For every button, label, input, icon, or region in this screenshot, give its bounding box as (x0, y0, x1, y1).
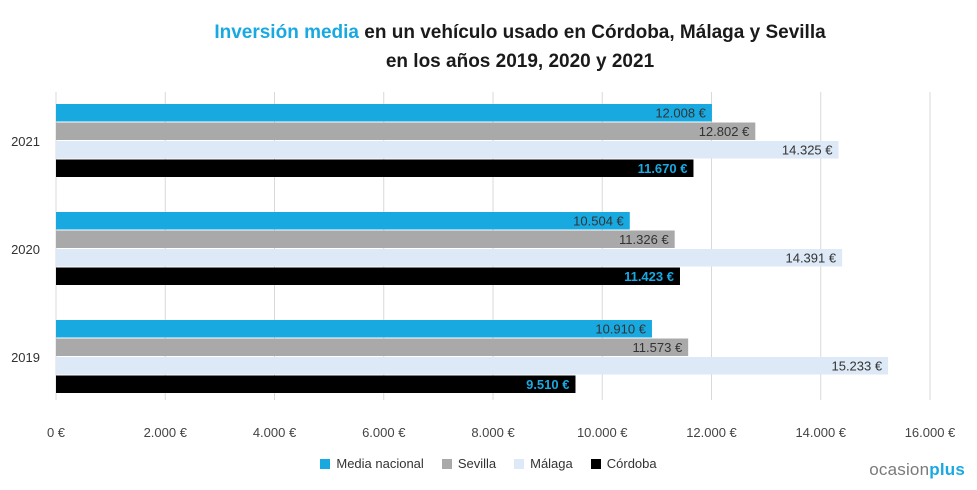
legend-label: Málaga (530, 456, 573, 471)
x-tick-label: 6.000 € (362, 425, 406, 440)
x-tick-label: 16.000 € (905, 425, 956, 440)
bar (56, 122, 756, 140)
legend-item: Media nacional (320, 456, 424, 471)
legend-label: Sevilla (457, 456, 497, 471)
data-label: 11.326 € (619, 232, 669, 247)
bar (56, 230, 675, 248)
data-label: 12.802 € (699, 124, 750, 139)
bar (56, 267, 680, 285)
x-tick-label: 12.000 € (686, 425, 737, 440)
brand-logo: ocasionplus (869, 460, 965, 480)
data-label: 14.391 € (785, 250, 836, 265)
bar-chart: 0 € 2.000 € 4.000 € 6.000 € 8.000 € 10.000 € 1… (11, 92, 956, 440)
data-label: 11.670 € (638, 161, 688, 176)
x-tick-label: 4.000 € (253, 425, 297, 440)
data-label: 11.423 € (624, 269, 674, 284)
x-tick-label: 14.000 € (795, 425, 846, 440)
data-label: 12.008 € (655, 105, 706, 120)
legend-label: Córdoba (606, 456, 657, 471)
data-label: 9.510 € (526, 377, 569, 392)
x-tick-label: 0 € (47, 425, 66, 440)
bar (56, 104, 712, 122)
legend-swatch (590, 458, 601, 469)
legend-swatch (514, 458, 525, 469)
data-label: 15.233 € (831, 358, 882, 373)
data-label: 10.504 € (573, 213, 624, 228)
data-label: 14.325 € (782, 142, 833, 157)
data-label: 10.910 € (595, 321, 646, 336)
title-highlight: Inversión media (214, 22, 359, 43)
legend-item: Córdoba (590, 456, 657, 471)
bar (56, 320, 652, 338)
legend-item: Málaga (514, 456, 573, 471)
bar (56, 357, 889, 375)
bar (56, 141, 839, 159)
data-label: 11.573 € (633, 340, 683, 355)
x-tick-label: 8.000 € (471, 425, 515, 440)
legend-label: Media nacional (336, 456, 424, 471)
x-tick-label: 2.000 € (144, 425, 188, 440)
chart-title: Inversión media en un vehículo usado en … (150, 18, 890, 76)
bar (56, 212, 630, 230)
bar (56, 338, 689, 356)
y-category-label: 2020 (11, 242, 40, 257)
legend-swatch (441, 458, 452, 469)
title-rest: en un vehículo usado en Córdoba, Málaga … (359, 22, 826, 43)
brand-word2: plus (929, 460, 965, 479)
legend-item: Sevilla (441, 456, 497, 471)
y-category-label: 2019 (11, 350, 40, 365)
bar (56, 375, 576, 393)
bar (56, 159, 694, 177)
bar (56, 249, 843, 267)
legend-swatch (320, 458, 331, 469)
y-category-label: 2021 (11, 134, 40, 149)
x-tick-label: 10.000 € (577, 425, 628, 440)
legend: Media nacional Sevilla Málaga Córdoba (0, 456, 977, 471)
title-line2: en los años 2019, 2020 y 2021 (385, 51, 655, 72)
brand-word1: ocasion (869, 460, 930, 479)
